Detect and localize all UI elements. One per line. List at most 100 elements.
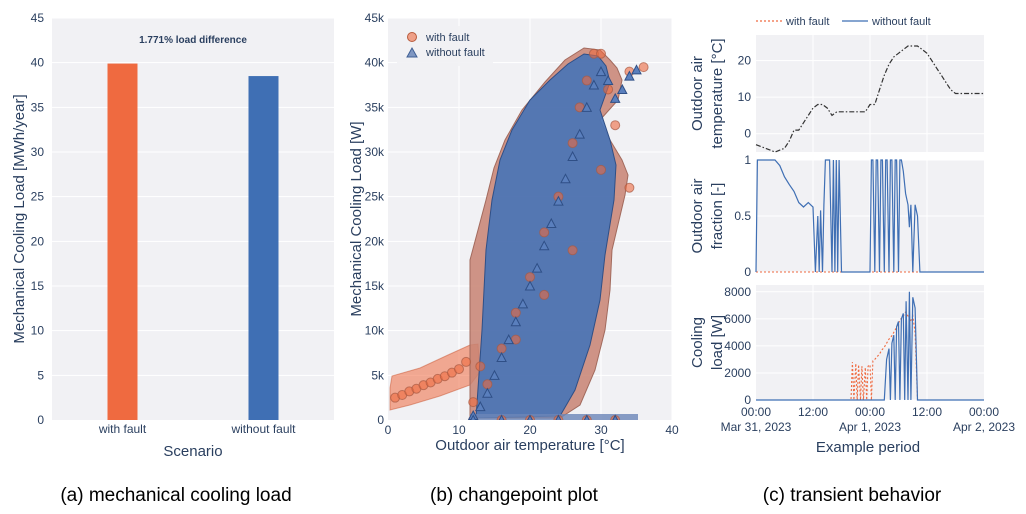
scatter-point-without-fault	[567, 150, 578, 161]
chart-b-legend[interactable]: with fault without fault	[397, 26, 493, 66]
chart-c-x-tick-time: 00:00	[969, 405, 999, 419]
chart-c-x-tick-date: Mar 31, 2023	[721, 420, 792, 434]
chart-b-points	[390, 48, 649, 420]
chart-b-x-tick-label: 40	[665, 423, 679, 437]
chart-c-y-tick-label: 2000	[724, 366, 751, 380]
chart-a-y-tick-label: 20	[31, 234, 45, 248]
scatter-point-with-fault	[539, 289, 550, 300]
caption-c: (c) transient behavior	[763, 485, 942, 506]
scatter-point-with-fault	[596, 48, 606, 59]
scatter-point-with-fault	[624, 182, 635, 193]
chart-c-x-tick-time: 00:00	[855, 405, 885, 419]
chart-c-panel-2: 0 0.5 1 Outdoor air fraction [-]	[689, 153, 984, 279]
scatter-point-with-fault	[468, 397, 479, 408]
scatter-point-with-fault	[510, 307, 521, 318]
scatter-point-without-fault	[498, 414, 505, 420]
chart-c-ylabel-line2: fraction [-]	[709, 183, 726, 250]
scatter-point-without-fault	[560, 173, 571, 184]
chart-a-x-tick-label: without fault	[230, 422, 296, 436]
chart-c-legend[interactable]: with fault without fault	[756, 16, 931, 28]
scatter-point-without-fault	[545, 217, 557, 228]
chart-b-x-tick-label: 30	[594, 423, 608, 437]
chart-b-y-tick-label: 20k	[365, 234, 385, 248]
scatter-point-without-fault	[612, 414, 619, 420]
legend-with-fault-marker	[407, 32, 417, 42]
chart-b-x-tick-label: 20	[523, 423, 537, 437]
scatter-point-without-fault	[470, 414, 477, 420]
scatter-point-without-fault	[538, 240, 550, 251]
chart-c-y-tick-label: 0	[744, 265, 751, 279]
chart-c-x-tick-time: 12:00	[912, 405, 942, 419]
chart-b-y-tick-label: 30k	[365, 145, 385, 159]
legend-with-fault-label: with fault	[425, 32, 469, 44]
scatter-point-without-fault	[517, 298, 529, 309]
chart-a-x-tick-label: with fault	[98, 422, 147, 436]
scatter-point-without-fault	[531, 262, 543, 273]
chart-b-x-tick-label: 10	[452, 423, 466, 437]
chart-c-y-tick-label: 20	[738, 54, 752, 68]
chart-c-ylabel-line1: Outdoor air	[689, 178, 706, 253]
scatter-point-without-fault	[510, 316, 522, 327]
bar-without-fault	[248, 76, 279, 421]
scatter-point-without-fault	[588, 79, 600, 90]
chart-a-y-tick-label: 30	[31, 145, 45, 159]
chart-b-y-tick-label: 10k	[365, 324, 385, 338]
chart-c-y-tick-label: 1	[744, 153, 751, 167]
chart-a-plot-bg	[52, 18, 334, 420]
scatter-point-with-fault	[581, 75, 592, 86]
scatter-point-with-fault	[525, 272, 535, 283]
legend-c-without-fault-label: without fault	[871, 16, 931, 28]
scatter-point-with-fault	[461, 356, 472, 367]
scatter-point-without-fault	[609, 92, 621, 103]
chart-b-ylabel: Mechanical Cooling Load [W]	[348, 121, 365, 316]
chart-a-y-tick-label: 25	[31, 190, 45, 204]
scatter-point-with-fault	[482, 379, 493, 390]
scatter-point-with-fault	[475, 361, 486, 372]
scatter-point-without-fault	[474, 401, 486, 412]
chart-b-xlabel: Outdoor air temperature [°C]	[435, 437, 624, 454]
chart-b-x-ticks: 0 10 20 30 40	[385, 423, 679, 437]
caption-b: (b) changepoint plot	[430, 485, 599, 506]
chart-c-y-tick-label: 0	[744, 393, 751, 407]
chart-c-ylabel-line1: Outdoor air	[689, 56, 706, 131]
chart-a-ylabel: Mechanical Cooling Load [MWh/year]	[11, 94, 28, 343]
legend-without-fault-marker	[406, 46, 418, 58]
chart-b-y-tick-label: 15k	[365, 279, 385, 293]
chart-c-y-tick-label: 8000	[724, 285, 751, 299]
chart-c-ylabel-line1: Cooling	[689, 317, 706, 368]
scatter-point-without-fault	[482, 387, 493, 398]
chart-b-y-tick-label: 0	[377, 413, 384, 427]
line-without-fault	[755, 159, 984, 273]
scatter-point-with-fault	[496, 343, 507, 354]
chart-a: 0 5 10 15 20 25 30 35 40 45 with fault without fau…	[11, 11, 334, 460]
chart-a-y-tick-label: 35	[31, 100, 45, 114]
scatter-point-without-fault	[503, 334, 515, 345]
scatter-point-without-fault	[602, 74, 614, 86]
scatter-point-without-fault	[624, 70, 635, 81]
scatter-point-without-fault	[489, 369, 500, 380]
scatter-point-with-fault	[539, 227, 550, 238]
zero-load-band	[470, 414, 638, 420]
chart-c-panel-1: 0 10 20 Outdoor air temperature [°C]	[689, 35, 984, 153]
chart-c-y-tick-label: 0.5	[734, 209, 751, 223]
line-without-fault	[756, 291, 984, 401]
chart-c-y-tick-label: 6000	[724, 312, 751, 326]
chart-c-x-tick-date: Apr 1, 2023	[839, 420, 901, 434]
scatter-point-with-fault	[567, 245, 578, 256]
chart-b-y-tick-label: 40k	[365, 56, 385, 70]
scatter-point-with-fault	[610, 120, 621, 131]
chart-b-y-tick-label: 45k	[365, 11, 385, 25]
chart-a-y-tick-label: 5	[37, 368, 44, 382]
bar-with-fault	[107, 63, 138, 421]
chart-b-y-tick-label: 25k	[365, 190, 385, 204]
scatter-point-with-fault	[454, 364, 464, 375]
line-outdoor-air-temperature	[755, 45, 984, 153]
chart-b: 0 5k 10k 15k 20k 25k 30k 35k 40k 45k 0 10 20 30 40 wi…	[348, 11, 679, 454]
chart-c-xlabel: Example period	[816, 439, 920, 456]
scatter-point-without-fault	[583, 414, 590, 420]
chart-c-y-tick-label: 0	[744, 127, 751, 141]
chart-a-annotation: 1.771% load difference	[139, 35, 247, 46]
scatter-point-without-fault	[553, 195, 564, 206]
scatter-point-with-fault	[567, 138, 578, 149]
